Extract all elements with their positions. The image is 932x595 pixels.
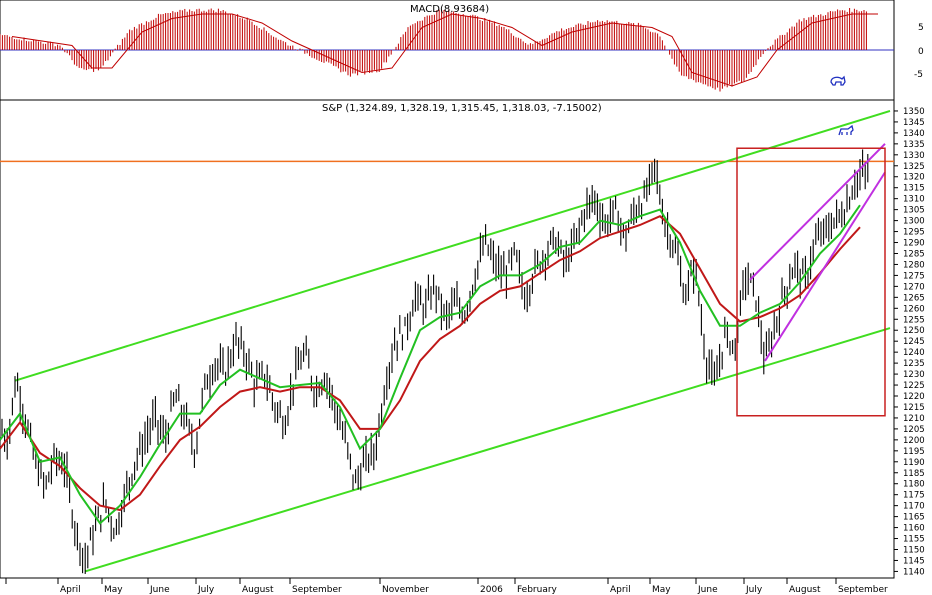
price-tick-label: 1290 (903, 239, 925, 249)
price-tick-label: 1195 (903, 447, 925, 457)
month-label: July (197, 585, 215, 595)
month-label: August (242, 585, 274, 595)
month-label: September (838, 585, 888, 595)
price-tick-label: 1275 (903, 271, 925, 281)
price-tick-label: 1160 (903, 524, 925, 534)
channel-line (84, 327, 891, 573)
price-tick-label: 1225 (903, 381, 925, 391)
price-tick-label: 1170 (903, 502, 925, 512)
long-moving-average (0, 215, 861, 512)
macd-line (11, 13, 878, 87)
price-tick-label: 1280 (903, 260, 925, 270)
date-axis: April May June July August September November 2… (0, 577, 894, 595)
month-label: May (104, 585, 123, 595)
price-tick-label: 1175 (903, 491, 925, 501)
price-tick-label: 1215 (903, 403, 925, 413)
macd-tick-minus5: -5 (914, 70, 923, 80)
price-tick-label: 1305 (903, 206, 925, 216)
channel-line (14, 110, 891, 382)
price-tick-label: 1255 (903, 315, 925, 325)
price-tick-label: 1320 (903, 173, 925, 183)
macd-tick-5: 5 (918, 23, 924, 33)
price-tick-label: 1350 (903, 107, 925, 117)
price-tick-label: 1190 (903, 458, 925, 468)
macd-label: MACD(8.93684) (410, 4, 489, 15)
bull-icon (838, 124, 854, 136)
month-label: May (652, 585, 671, 595)
highlight-box (736, 147, 886, 417)
month-label: April (60, 585, 81, 595)
price-tick-label: 1240 (903, 348, 925, 358)
price-tick-label: 1310 (903, 195, 925, 205)
price-axis: 1350134513401335133013251320131513101305… (894, 107, 925, 577)
bear-icon (830, 75, 846, 86)
month-label: August (789, 585, 821, 595)
price-label: S&P (1,324.89, 1,328.19, 1,315.45, 1,318… (322, 103, 602, 114)
price-tick-label: 1250 (903, 326, 925, 336)
month-label: June (697, 585, 718, 595)
price-tick-label: 1230 (903, 370, 925, 380)
month-label: July (745, 585, 763, 595)
price-tick-label: 1205 (903, 425, 925, 435)
month-label: November (382, 585, 429, 595)
month-label: April (610, 585, 631, 595)
price-tick-label: 1165 (903, 513, 925, 523)
price-tick-label: 1245 (903, 337, 925, 347)
macd-histogram (0, 8, 867, 92)
rising-wedge (749, 143, 886, 362)
price-tick-label: 1210 (903, 414, 925, 424)
price-tick-label: 1220 (903, 392, 925, 402)
month-label: February (517, 585, 558, 595)
price-tick-label: 1315 (903, 184, 925, 194)
month-label: June (149, 585, 170, 595)
wedge-line (764, 171, 886, 362)
price-tick-label: 1180 (903, 480, 925, 490)
price-tick-label: 1300 (903, 217, 925, 227)
wedge-line (749, 143, 886, 281)
price-tick-label: 1345 (903, 118, 925, 128)
price-tick-label: 1140 (903, 567, 925, 577)
month-label: 2006 (480, 585, 503, 595)
price-tick-label: 1285 (903, 249, 925, 259)
price-tick-label: 1295 (903, 228, 925, 238)
price-tick-label: 1155 (903, 535, 925, 545)
price-tick-label: 1185 (903, 469, 925, 479)
price-tick-label: 1270 (903, 282, 925, 292)
short-moving-average (0, 204, 861, 525)
price-tick-label: 1145 (903, 556, 925, 566)
price-tick-label: 1325 (903, 162, 925, 172)
price-tick-label: 1235 (903, 359, 925, 369)
price-tick-label: 1150 (903, 545, 925, 555)
price-tick-label: 1340 (903, 129, 925, 139)
price-tick-label: 1260 (903, 304, 925, 314)
price-tick-label: 1265 (903, 293, 925, 303)
price-tick-label: 1330 (903, 151, 925, 161)
price-tick-label: 1200 (903, 436, 925, 446)
price-tick-label: 1335 (903, 140, 925, 150)
macd-tick-0: 0 (918, 47, 924, 57)
macd-panel: MACD(8.93684) 5 0 -5 (0, 0, 924, 101)
month-label: September (292, 585, 342, 595)
trend-channel (14, 110, 891, 573)
